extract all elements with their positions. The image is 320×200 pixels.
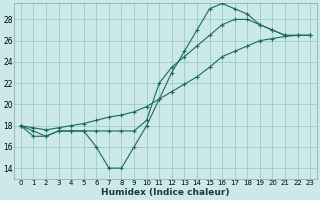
- X-axis label: Humidex (Indice chaleur): Humidex (Indice chaleur): [101, 188, 230, 197]
